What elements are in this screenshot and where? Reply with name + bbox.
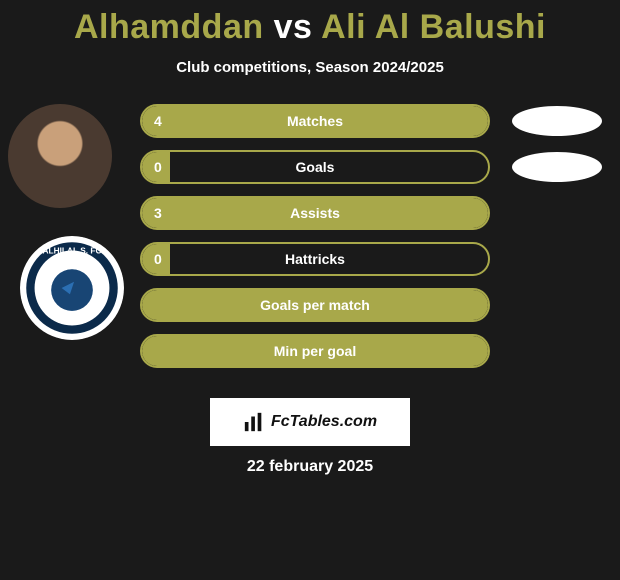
- stat-rows: 4 Matches 0 Goals 3 Assists 0 Hattricks: [140, 104, 490, 380]
- stats-stage: ALHILAL S. FC 4 Matches 0 Goals 3 Assist…: [0, 104, 620, 384]
- fctables-badge[interactable]: FcTables.com: [210, 398, 410, 446]
- vs-separator: vs: [274, 8, 313, 46]
- stat-bar: Goals per match: [140, 288, 490, 322]
- subtitle: Club competitions, Season 2024/2025: [0, 59, 620, 76]
- stat-bar: 0 Goals: [140, 150, 490, 184]
- fctables-label: FcTables.com: [271, 413, 377, 431]
- stat-bar: 3 Assists: [140, 196, 490, 230]
- bar-chart-icon: [243, 411, 265, 433]
- player2-name: Ali Al Balushi: [321, 8, 546, 46]
- stat-label: Min per goal: [274, 343, 356, 359]
- snapshot-date: 22 february 2025: [0, 458, 620, 476]
- stat-bar: 0 Hattricks: [140, 242, 490, 276]
- stat-bar: Min per goal: [140, 334, 490, 368]
- comparison-title: Alhamddan vs Ali Al Balushi: [0, 0, 620, 47]
- player2-value-blob: [512, 152, 602, 182]
- stat-row: 0 Goals: [140, 150, 490, 184]
- stat-row: 4 Matches: [140, 104, 490, 138]
- club-badge-icon: ALHILAL S. FC: [20, 236, 124, 340]
- player2-value-blob: [512, 106, 602, 136]
- stat-left-value: 0: [154, 251, 162, 267]
- stat-bar: 4 Matches: [140, 104, 490, 138]
- stat-label: Goals per match: [260, 297, 370, 313]
- stat-left-value: 0: [154, 159, 162, 175]
- stat-label: Goals: [296, 159, 335, 175]
- stat-left-value: 3: [154, 205, 162, 221]
- stat-label: Matches: [287, 113, 343, 129]
- stat-left-value: 4: [154, 113, 162, 129]
- stat-label: Assists: [290, 205, 340, 221]
- player1-name: Alhamddan: [74, 8, 264, 46]
- stat-row: 0 Hattricks: [140, 242, 490, 276]
- player2-club-logo: ALHILAL S. FC: [20, 236, 124, 340]
- stat-row: Min per goal: [140, 334, 490, 368]
- svg-text:ALHILAL S. FC: ALHILAL S. FC: [43, 246, 102, 256]
- stat-label: Hattricks: [285, 251, 345, 267]
- player1-avatar: [8, 104, 112, 208]
- stat-row: Goals per match: [140, 288, 490, 322]
- stat-row: 3 Assists: [140, 196, 490, 230]
